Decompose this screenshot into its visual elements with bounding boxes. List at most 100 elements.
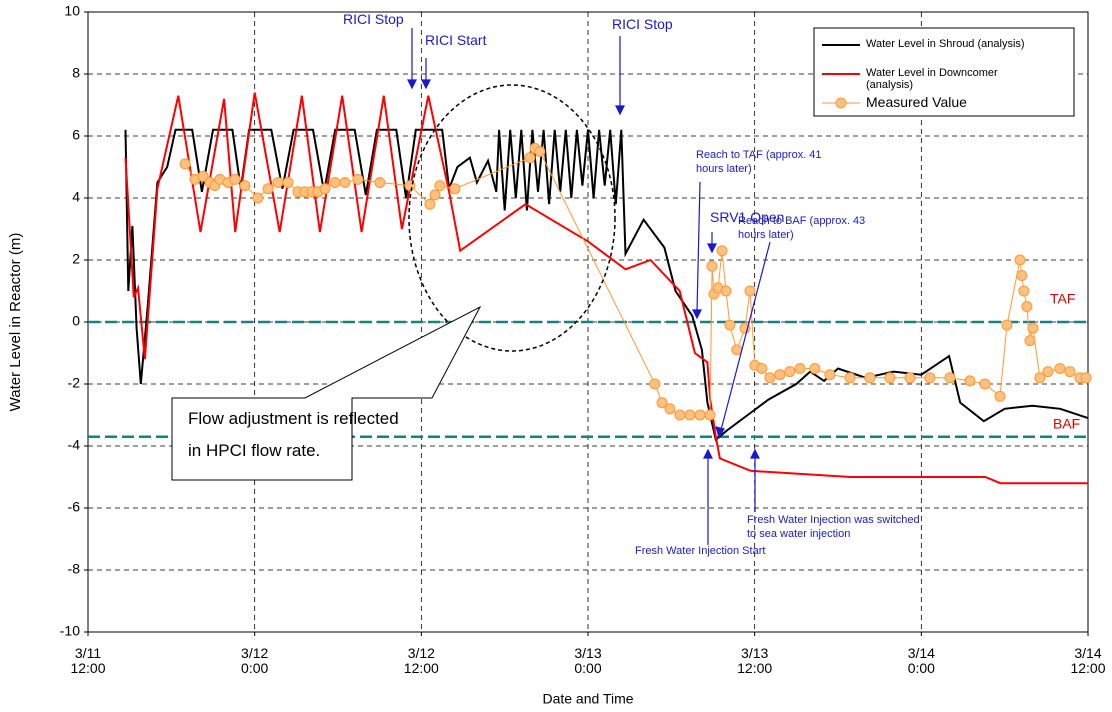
data-point <box>1014 254 1026 266</box>
data-point <box>731 344 743 356</box>
data-point <box>1016 270 1028 281</box>
annotation: SRV1 Open <box>710 209 785 225</box>
annotation: to sea water injection <box>747 528 851 541</box>
arrowhead <box>615 105 625 116</box>
y-tick-label: 10 <box>64 3 80 19</box>
arrowhead <box>707 243 717 254</box>
annotation: RICI Stop <box>343 11 404 27</box>
data-point <box>656 397 668 409</box>
data-point <box>197 170 209 182</box>
data-point <box>534 146 546 157</box>
y-axis-label: Water Level in Reactor (m) <box>7 233 24 412</box>
callout-box <box>171 305 482 481</box>
arrowhead <box>407 79 417 90</box>
x-tick-label: 3/12 0:00 <box>241 645 269 677</box>
highlight-circle <box>408 84 616 352</box>
data-point <box>374 177 386 188</box>
y-tick-label: -4 <box>68 437 81 453</box>
x-tick-label: 3/11 12:00 <box>70 645 106 677</box>
data-point <box>329 177 341 188</box>
data-point <box>716 245 728 257</box>
data-point <box>229 173 241 185</box>
y-tick-label: 4 <box>72 189 80 205</box>
data-point <box>1080 372 1092 384</box>
y-tick-label: -6 <box>68 499 81 515</box>
data-point <box>844 372 856 384</box>
data-point <box>979 378 991 390</box>
data-point <box>1021 301 1033 312</box>
legend-label: Measured Value <box>866 94 967 110</box>
reference-label: BAF <box>1053 416 1080 432</box>
data-point <box>664 403 676 415</box>
data-point <box>1054 363 1066 374</box>
legend-marker <box>835 97 847 109</box>
reference-label: TAF <box>1050 291 1075 307</box>
data-point <box>1024 335 1036 347</box>
data-point <box>252 192 264 204</box>
data-point <box>794 363 806 374</box>
y-tick-label: 2 <box>72 251 80 267</box>
data-point <box>674 409 686 421</box>
legend-box <box>813 27 1075 117</box>
annotation: hours later) <box>696 163 752 176</box>
legend-label: Water Level in Downcomer (analysis) <box>866 67 998 92</box>
arrow <box>696 181 701 313</box>
y-tick-label: 8 <box>72 65 80 81</box>
data-point <box>179 158 191 170</box>
data-point <box>1001 319 1013 331</box>
annotation: hours later) <box>738 229 794 242</box>
data-point <box>1042 366 1054 378</box>
x-tick-label: 3/13 0:00 <box>574 645 602 677</box>
x-tick-label: 3/12 12:00 <box>403 645 439 677</box>
data-point <box>706 260 718 272</box>
data-point <box>764 372 776 384</box>
data-point <box>694 409 706 421</box>
data-point <box>724 319 736 331</box>
arrowhead <box>703 448 713 459</box>
series-line <box>184 147 1087 416</box>
data-point <box>774 369 786 381</box>
data-point <box>449 183 461 195</box>
data-point <box>864 372 876 384</box>
arrowhead <box>750 448 760 459</box>
data-point <box>904 372 916 384</box>
data-point <box>684 409 696 421</box>
data-point <box>319 183 331 195</box>
data-point <box>756 363 768 374</box>
x-axis-label: Date and Time <box>542 691 633 707</box>
arrowhead <box>692 309 702 320</box>
data-point <box>1027 322 1039 334</box>
arrow <box>720 241 771 431</box>
data-point <box>744 285 756 297</box>
data-point <box>649 378 661 390</box>
data-point <box>994 390 1006 402</box>
data-point <box>720 285 732 297</box>
data-point <box>784 366 796 378</box>
data-point <box>1064 366 1076 378</box>
legend-label: Water Level in Shroud (analysis) <box>866 38 1025 50</box>
y-tick-label: -2 <box>68 375 81 391</box>
data-point <box>262 183 274 195</box>
data-point <box>964 375 976 387</box>
data-point <box>924 372 936 384</box>
data-point <box>339 177 351 188</box>
data-point <box>1018 285 1030 297</box>
series-line <box>124 92 1088 485</box>
data-point <box>272 177 284 188</box>
data-point <box>1034 372 1046 384</box>
data-point <box>809 363 821 374</box>
data-point <box>824 369 836 381</box>
data-point <box>239 180 251 192</box>
annotation: RICI Start <box>425 32 487 48</box>
x-tick-label: 3/14 0:00 <box>907 645 935 677</box>
annotation: Fresh Water Injection was switched <box>747 514 920 526</box>
y-tick-label: 6 <box>72 127 80 143</box>
arrowhead <box>421 79 431 90</box>
y-tick-label: 0 <box>72 313 80 329</box>
annotation: RICI Stop <box>612 16 673 32</box>
annotation: in HPCI flow rate. <box>188 441 321 461</box>
y-tick-label: -10 <box>60 623 80 639</box>
annotation: Flow adjustment is reflected <box>188 409 399 428</box>
data-point <box>352 173 364 185</box>
